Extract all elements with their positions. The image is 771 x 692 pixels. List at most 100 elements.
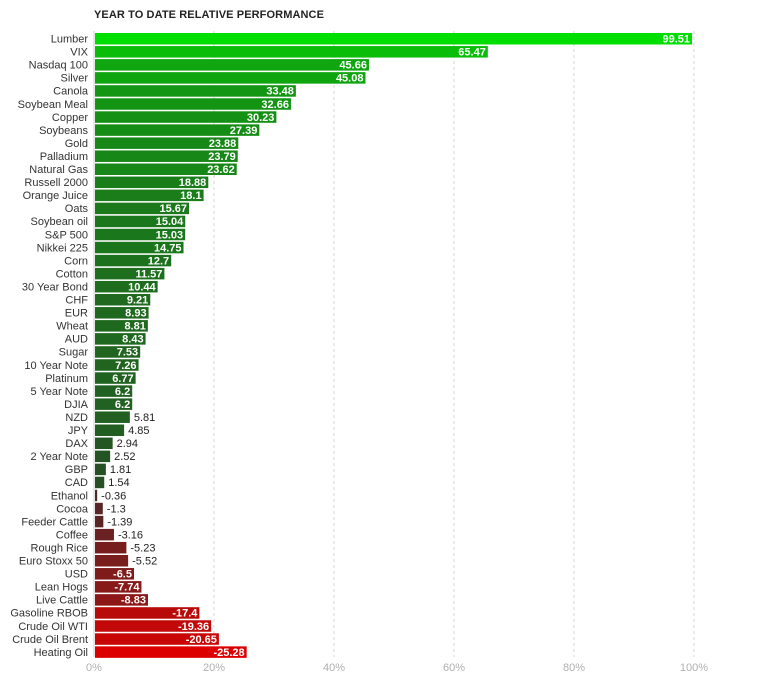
value-label: 18.88 bbox=[179, 177, 207, 189]
category-label: Cocoa bbox=[56, 503, 89, 515]
category-label: Platinum bbox=[45, 373, 88, 385]
value-label: -1.39 bbox=[107, 516, 132, 528]
value-label: 30.23 bbox=[247, 112, 275, 124]
category-label: Orange Juice bbox=[23, 190, 88, 202]
value-label: -1.3 bbox=[107, 503, 126, 515]
bar bbox=[95, 202, 190, 215]
category-label: Nikkei 225 bbox=[37, 242, 88, 254]
bar bbox=[95, 33, 693, 45]
bar bbox=[95, 463, 106, 476]
bar bbox=[95, 607, 200, 619]
bar bbox=[95, 372, 136, 384]
category-label: Coffee bbox=[56, 529, 88, 541]
category-label: USD bbox=[65, 569, 88, 581]
category-label: Gasoline RBOB bbox=[10, 608, 88, 620]
category-label: 10 Year Note bbox=[24, 360, 88, 372]
category-label: Gold bbox=[65, 138, 88, 150]
category-label: Oats bbox=[65, 203, 89, 215]
bar bbox=[95, 72, 366, 84]
value-label: 32.66 bbox=[261, 99, 289, 111]
bar bbox=[95, 150, 238, 162]
bar bbox=[95, 594, 148, 606]
label-layer: Lumber 99.51 VIX 65.47 Nasdaq 100 45.66 Silver… bbox=[10, 34, 690, 659]
value-label: 7.26 bbox=[115, 360, 136, 372]
category-label: Rough Rice bbox=[31, 542, 88, 554]
bar bbox=[95, 385, 133, 397]
value-label: 65.47 bbox=[458, 47, 486, 59]
value-label: 2.52 bbox=[114, 451, 135, 463]
category-label: Lean Hogs bbox=[35, 582, 89, 594]
bar bbox=[95, 294, 151, 306]
bar bbox=[95, 502, 103, 515]
bar bbox=[95, 163, 237, 175]
value-label: 45.08 bbox=[336, 73, 364, 85]
value-label: 4.85 bbox=[128, 425, 149, 437]
category-label: Russell 2000 bbox=[24, 177, 88, 189]
category-label: Corn bbox=[64, 255, 88, 267]
value-label: 15.03 bbox=[156, 229, 184, 241]
value-label: 27.39 bbox=[230, 125, 258, 137]
bar bbox=[95, 346, 141, 358]
value-label: 33.48 bbox=[266, 86, 294, 98]
value-label: 23.79 bbox=[208, 151, 236, 163]
category-label: 2 Year Note bbox=[31, 451, 89, 463]
value-label: 11.57 bbox=[135, 268, 162, 280]
value-label: 6.77 bbox=[112, 373, 133, 385]
bar bbox=[95, 267, 165, 280]
category-label: DAX bbox=[65, 438, 88, 450]
category-label: Wheat bbox=[56, 321, 88, 333]
value-label: -7.74 bbox=[114, 582, 140, 594]
value-label: 6.2 bbox=[115, 386, 130, 398]
category-label: JPY bbox=[68, 425, 89, 437]
value-label: 10.44 bbox=[128, 281, 156, 293]
category-label: Feeder Cattle bbox=[21, 516, 88, 528]
bar bbox=[95, 189, 204, 202]
bar bbox=[95, 59, 369, 71]
bar bbox=[95, 254, 172, 267]
bar-layer bbox=[95, 33, 693, 658]
x-tick-label: 100% bbox=[680, 662, 708, 674]
tick-layer: 0% 20% 40% 60% 80% 100% bbox=[86, 662, 708, 674]
bar bbox=[95, 124, 260, 136]
category-label: 30 Year Bond bbox=[22, 281, 88, 293]
value-label: -19.36 bbox=[178, 621, 209, 633]
value-label: 23.62 bbox=[207, 164, 235, 176]
category-label: Crude Oil WTI bbox=[18, 621, 88, 633]
bar bbox=[95, 98, 291, 110]
value-label: 15.04 bbox=[156, 216, 184, 228]
value-label: 9.21 bbox=[127, 295, 148, 307]
bar bbox=[95, 215, 186, 228]
category-label: Silver bbox=[60, 73, 88, 85]
bar bbox=[95, 280, 158, 293]
bar bbox=[95, 515, 104, 528]
category-label: Soybean Meal bbox=[18, 99, 88, 111]
category-label: DJIA bbox=[64, 399, 89, 411]
value-label: 8.93 bbox=[125, 308, 146, 320]
x-tick-label: 60% bbox=[443, 662, 465, 674]
category-label: CAD bbox=[65, 477, 88, 489]
bar bbox=[95, 489, 98, 502]
category-label: CHF bbox=[65, 295, 88, 307]
value-label: 14.75 bbox=[154, 242, 182, 254]
value-label: -17.4 bbox=[172, 608, 198, 620]
bar bbox=[95, 541, 127, 554]
value-label: -8.83 bbox=[121, 595, 146, 607]
bar bbox=[95, 476, 105, 489]
category-label: Soybean oil bbox=[31, 216, 89, 228]
bar bbox=[95, 450, 111, 463]
value-label: 1.54 bbox=[108, 477, 129, 489]
bar bbox=[95, 633, 219, 645]
bar bbox=[95, 85, 296, 97]
bar bbox=[95, 424, 125, 436]
chart-title: YEAR TO DATE RELATIVE PERFORMANCE bbox=[94, 9, 325, 21]
x-tick-label: 0% bbox=[86, 662, 102, 674]
value-label: 99.51 bbox=[663, 34, 691, 46]
bar bbox=[95, 568, 134, 580]
value-label: 12.7 bbox=[148, 255, 169, 267]
bar bbox=[95, 359, 139, 371]
category-label: VIX bbox=[70, 47, 88, 59]
category-label: Live Cattle bbox=[36, 595, 88, 607]
category-label: Sugar bbox=[59, 347, 89, 359]
category-label: Lumber bbox=[51, 34, 89, 46]
